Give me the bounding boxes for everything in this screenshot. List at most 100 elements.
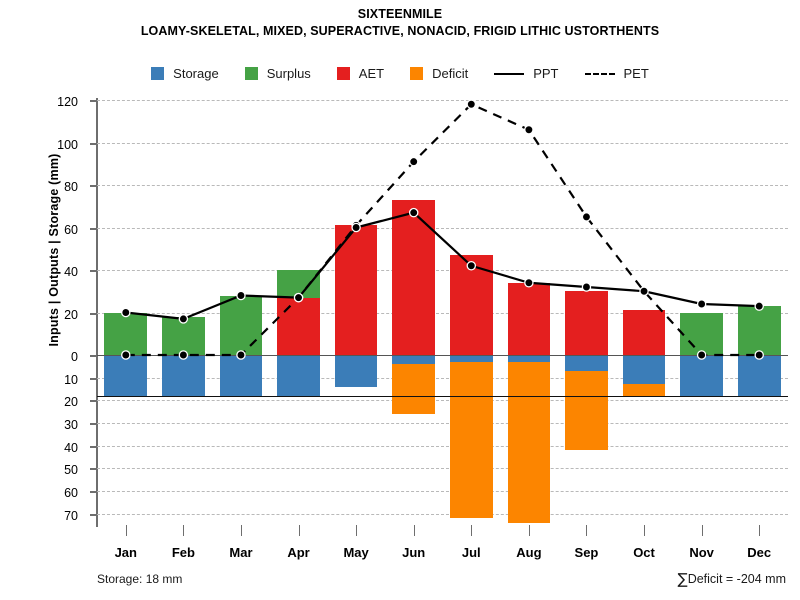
bar-column-dec[interactable] [737, 100, 781, 525]
y-axis-spine: 0 20 40 60 80 100 120 10 20 30 40 50 60 70 [57, 95, 98, 527]
chart-legend: Storage Surplus AET Deficit PPT PET [0, 66, 800, 81]
y-axis-tick-pos-100: 100 [57, 138, 98, 152]
bar-segment-deficit-jul [449, 361, 493, 519]
bar-segment-surplus-dec [737, 306, 781, 355]
legend-label-surplus: Surplus [266, 66, 311, 81]
legend-label-ppt: PPT [533, 66, 559, 81]
bar-segment-storage-jun [392, 355, 435, 365]
y-axis-tick-pos-60: 60 [64, 223, 98, 237]
legend-swatch-aet-icon [336, 67, 350, 80]
x-axis-tick-jul [471, 525, 473, 536]
bar-segment-storage-may [334, 355, 378, 387]
x-axis-tick-feb [183, 525, 185, 536]
y-axis-tick-label-pos-100: 100 [57, 137, 78, 152]
x-axis-label-nov: Nov [689, 545, 714, 560]
gridline [97, 377, 788, 379]
bar-column-nov[interactable] [680, 100, 723, 525]
gridline [97, 400, 788, 402]
chart-title-block: SIXTEENMILE LOAMY-SKELETAL, MIXED, SUPER… [0, 6, 800, 40]
bar-segment-deficit-oct [622, 384, 666, 396]
bar-segment-storage-aug [507, 355, 551, 362]
bar-column-jul[interactable] [449, 100, 493, 525]
bar-segment-storage-jul [449, 355, 493, 362]
bar-segment-surplus-mar [219, 295, 263, 355]
legend-item-ppt[interactable]: PPT [494, 66, 559, 81]
bar-segment-aet-sep [565, 291, 608, 355]
x-axis-tick-dec [759, 525, 761, 536]
bar-segment-storage-dec [737, 355, 781, 396]
gridline [97, 468, 788, 470]
gridline [97, 513, 788, 515]
bar-segment-storage-jan [104, 355, 148, 396]
bar-segment-storage-feb [162, 355, 205, 396]
bar-column-oct[interactable] [622, 100, 666, 525]
y-axis-tick-label-pos-120: 120 [57, 95, 78, 109]
bar-segment-aet-jun [392, 199, 435, 355]
bar-column-feb[interactable] [162, 100, 205, 525]
bar-column-jan[interactable] [104, 100, 148, 525]
legend-item-deficit[interactable]: Deficit [410, 66, 468, 81]
plot-inner [97, 100, 788, 525]
y-axis-tick-pos-40: 40 [64, 265, 98, 279]
x-axis-label-aug: Aug [516, 545, 542, 560]
bar-column-may[interactable] [334, 100, 378, 525]
bar-segment-aet-apr [277, 297, 320, 355]
y-axis-tick-pos-0: 0 [71, 350, 98, 364]
y-axis-tick-pos-80: 80 [64, 180, 98, 194]
y-axis-tick-label-pos-40: 40 [64, 265, 78, 279]
bar-column-apr[interactable] [277, 100, 320, 525]
x-axis-label-apr: Apr [287, 545, 310, 560]
y-axis-tick-label-neg-50: 50 [64, 463, 78, 478]
y-axis-tick-neg-50: 50 [64, 463, 98, 477]
y-axis-tick-label-neg-20: 20 [64, 395, 78, 410]
bar-segment-storage-sep [565, 355, 608, 371]
legend-item-surplus[interactable]: Surplus [244, 66, 311, 81]
x-axis-tick-jun [413, 525, 415, 536]
plot-area [97, 99, 788, 525]
x-axis-tick-sep [586, 525, 588, 536]
legend-label-aet: AET [358, 66, 385, 81]
x-axis-tick-mar [240, 525, 242, 536]
y-axis-tick-label-neg-30: 30 [64, 418, 78, 432]
bar-column-jun[interactable] [392, 100, 435, 525]
deficit-total-text: Deficit = -204 mm [687, 572, 786, 586]
legend-item-aet[interactable]: AET [336, 66, 385, 81]
bar-segment-surplus-nov [680, 312, 723, 355]
x-axis-tick-may [356, 525, 358, 536]
y-axis-tick-label-pos-60: 60 [64, 222, 78, 237]
chart-title-main: SIXTEENMILE [357, 7, 443, 21]
bar-segment-surplus-feb [162, 316, 205, 355]
y-axis-tick-pos-120: 120 [57, 95, 98, 109]
deficit-total-note: ∑Deficit = -204 mm [678, 570, 786, 588]
bar-segment-surplus-jan [104, 312, 148, 355]
bar-column-mar[interactable] [219, 100, 263, 525]
legend-label-pet: PET [623, 66, 649, 81]
x-axis-label-jan: Jan [114, 545, 137, 560]
y-axis-tick-label-neg-40: 40 [64, 440, 78, 455]
y-axis-tick-neg-40: 40 [64, 441, 98, 455]
bar-segment-deficit-aug [507, 361, 551, 523]
legend-swatch-deficit-icon [410, 67, 424, 80]
y-axis-tick-label-neg-10: 10 [64, 372, 78, 387]
legend-solid-line-icon [494, 67, 525, 80]
x-axis-tick-jan [125, 525, 127, 536]
gridline [97, 423, 788, 424]
y-axis-tick-label-pos-20: 20 [64, 307, 78, 322]
x-axis-tick-oct [644, 525, 646, 536]
bar-segment-storage-mar [219, 355, 263, 396]
bar-segment-surplus-apr [277, 270, 320, 298]
bar-column-sep[interactable] [565, 100, 608, 525]
legend-item-pet[interactable]: PET [584, 66, 649, 81]
bar-segment-storage-oct [622, 355, 666, 385]
zero-baseline [97, 355, 788, 356]
sigma-symbol: ∑ [677, 570, 688, 588]
legend-swatch-storage-icon [151, 67, 165, 80]
bar-segment-storage-apr [277, 355, 320, 396]
chart-title-subtitle: LOAMY-SKELETAL, MIXED, SUPERACTIVE, NONA… [140, 24, 660, 38]
bar-column-aug[interactable] [507, 100, 551, 525]
bar-segment-aet-jul [449, 255, 493, 355]
x-axis-label-mar: Mar [229, 545, 253, 560]
legend-item-storage[interactable]: Storage [151, 66, 219, 81]
bar-segment-aet-aug [507, 282, 551, 355]
